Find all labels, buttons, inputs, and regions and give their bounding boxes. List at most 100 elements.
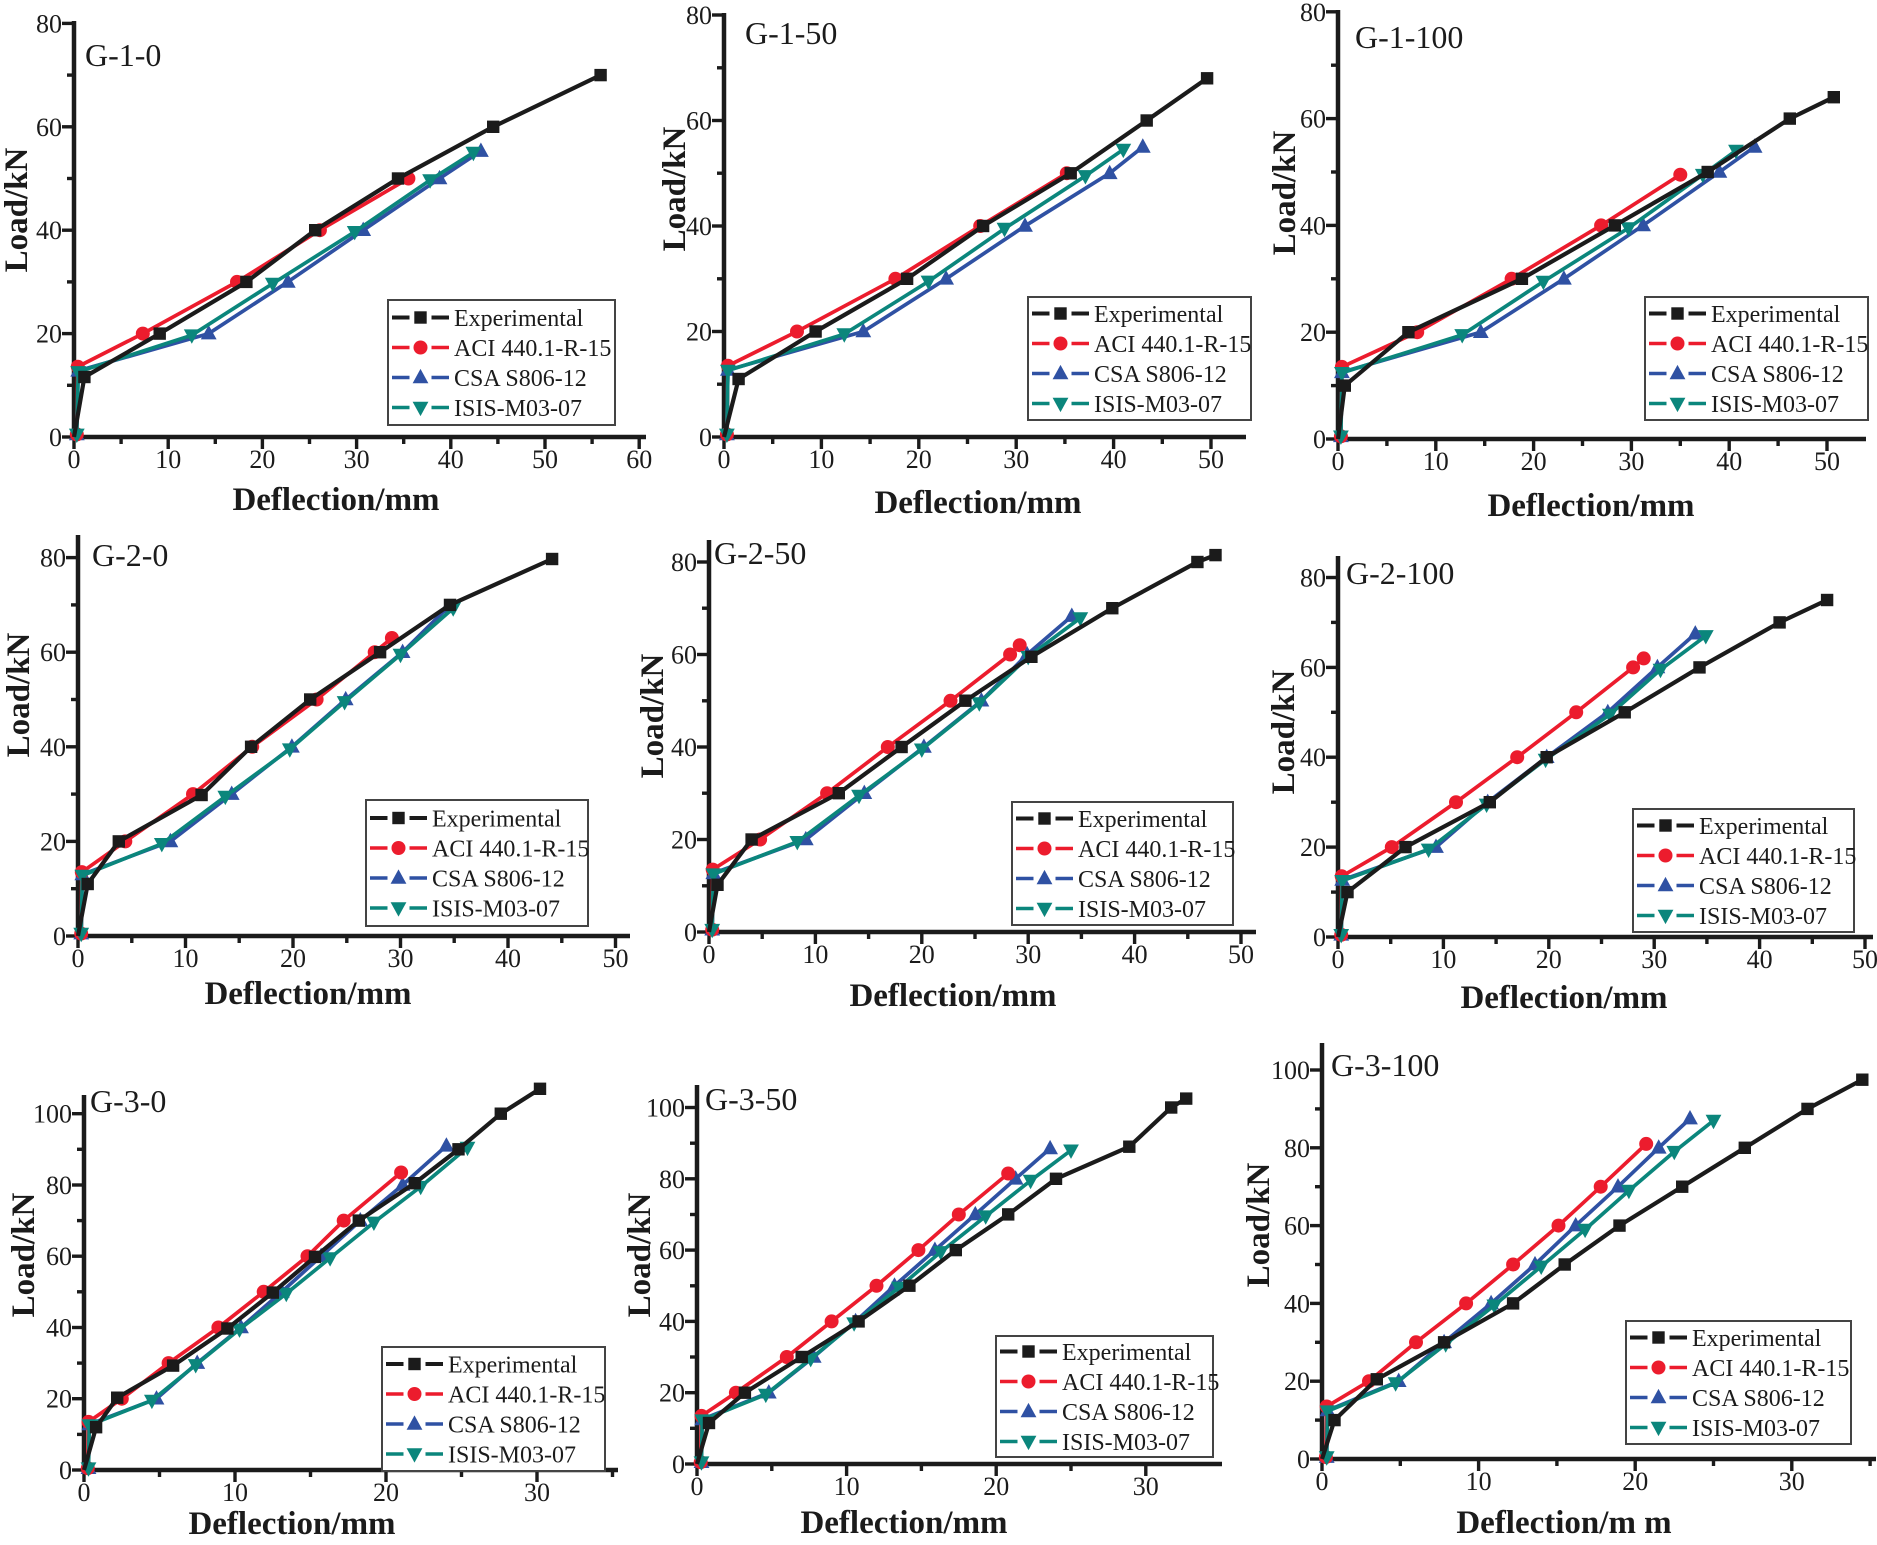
- svg-text:20: 20: [1536, 945, 1562, 974]
- svg-text:100: 100: [1271, 1056, 1310, 1085]
- svg-text:20: 20: [983, 1472, 1009, 1501]
- svg-text:ISIS-M03-07: ISIS-M03-07: [454, 396, 582, 422]
- svg-text:20: 20: [686, 318, 712, 347]
- svg-text:ISIS-M03-07: ISIS-M03-07: [1062, 1430, 1190, 1456]
- svg-text:60: 60: [46, 1242, 72, 1271]
- svg-text:60: 60: [659, 1236, 685, 1265]
- svg-text:ACI 440.1-R-15: ACI 440.1-R-15: [454, 336, 611, 362]
- svg-text:40: 40: [686, 212, 712, 241]
- svg-text:G-3-0: G-3-0: [90, 1083, 166, 1119]
- svg-text:G-1-0: G-1-0: [85, 37, 161, 73]
- svg-text:60: 60: [1300, 653, 1326, 682]
- svg-text:30: 30: [1133, 1472, 1159, 1501]
- svg-text:20: 20: [671, 826, 697, 855]
- svg-text:CSA S806-12: CSA S806-12: [1094, 362, 1227, 388]
- svg-text:Experimental: Experimental: [1692, 1326, 1822, 1352]
- svg-text:Load/kN: Load/kN: [1266, 669, 1302, 794]
- svg-text:20: 20: [1300, 833, 1326, 862]
- svg-text:30: 30: [1641, 945, 1667, 974]
- svg-text:50: 50: [1852, 945, 1877, 974]
- svg-text:ACI 440.1-R-15: ACI 440.1-R-15: [1699, 844, 1856, 870]
- svg-text:Deflection/mm: Deflection/mm: [800, 1505, 1007, 1540]
- svg-text:Load/kN: Load/kN: [0, 147, 35, 272]
- svg-text:CSA S806-12: CSA S806-12: [1062, 1400, 1195, 1426]
- svg-text:40: 40: [40, 733, 66, 762]
- svg-text:80: 80: [1300, 564, 1326, 593]
- svg-text:20: 20: [1521, 447, 1547, 476]
- svg-text:CSA S806-12: CSA S806-12: [1699, 874, 1832, 900]
- svg-text:Deflection/mm: Deflection/mm: [1487, 488, 1694, 524]
- svg-text:Load/kN: Load/kN: [1267, 130, 1303, 255]
- svg-text:ACI 440.1-R-15: ACI 440.1-R-15: [1711, 332, 1868, 358]
- svg-text:Experimental: Experimental: [1062, 1340, 1192, 1366]
- svg-text:80: 80: [40, 544, 66, 573]
- svg-text:G-1-100: G-1-100: [1355, 19, 1463, 55]
- svg-text:Deflection/mm: Deflection/mm: [1460, 980, 1667, 1016]
- svg-text:40: 40: [438, 445, 464, 474]
- svg-text:10: 10: [1430, 945, 1456, 974]
- svg-text:Experimental: Experimental: [432, 807, 562, 833]
- svg-text:40: 40: [36, 216, 62, 245]
- svg-text:CSA S806-12: CSA S806-12: [432, 867, 565, 893]
- svg-text:80: 80: [1284, 1134, 1310, 1163]
- svg-text:G-1-50: G-1-50: [745, 15, 837, 51]
- svg-text:50: 50: [532, 445, 558, 474]
- svg-text:50: 50: [1814, 447, 1840, 476]
- svg-text:ACI 440.1-R-15: ACI 440.1-R-15: [448, 1383, 605, 1409]
- svg-text:0: 0: [699, 423, 712, 452]
- svg-text:Experimental: Experimental: [1094, 302, 1224, 328]
- svg-text:CSA S806-12: CSA S806-12: [454, 366, 587, 392]
- svg-text:G-2-100: G-2-100: [1346, 555, 1454, 591]
- svg-text:G-2-50: G-2-50: [714, 535, 806, 571]
- svg-text:100: 100: [646, 1094, 685, 1123]
- svg-text:20: 20: [906, 445, 932, 474]
- svg-text:CSA S806-12: CSA S806-12: [448, 1413, 581, 1439]
- svg-text:30: 30: [388, 944, 414, 973]
- svg-text:0: 0: [72, 944, 85, 973]
- svg-text:0: 0: [703, 940, 716, 969]
- svg-text:G-3-100: G-3-100: [1331, 1047, 1439, 1083]
- svg-text:30: 30: [524, 1478, 550, 1507]
- svg-text:50: 50: [1198, 445, 1224, 474]
- svg-text:Load/kN: Load/kN: [6, 1192, 42, 1317]
- svg-text:ISIS-M03-07: ISIS-M03-07: [1078, 897, 1206, 923]
- svg-text:80: 80: [1300, 0, 1326, 27]
- svg-text:40: 40: [659, 1307, 685, 1336]
- svg-text:ACI 440.1-R-15: ACI 440.1-R-15: [1094, 332, 1251, 358]
- svg-text:CSA S806-12: CSA S806-12: [1692, 1386, 1825, 1412]
- svg-text:20: 20: [46, 1385, 72, 1414]
- svg-text:80: 80: [46, 1171, 72, 1200]
- svg-text:20: 20: [909, 940, 935, 969]
- svg-text:80: 80: [659, 1165, 685, 1194]
- svg-text:0: 0: [68, 445, 81, 474]
- svg-text:80: 80: [671, 548, 697, 577]
- svg-text:10: 10: [808, 445, 834, 474]
- svg-text:10: 10: [834, 1472, 860, 1501]
- svg-text:0: 0: [1316, 1467, 1329, 1496]
- svg-text:0: 0: [1297, 1445, 1310, 1474]
- svg-text:40: 40: [1747, 945, 1773, 974]
- svg-text:10: 10: [1466, 1467, 1492, 1496]
- svg-text:Load/kN: Load/kN: [622, 1192, 658, 1317]
- svg-text:0: 0: [672, 1450, 685, 1479]
- svg-text:30: 30: [1618, 447, 1644, 476]
- svg-text:Deflection/mm: Deflection/mm: [204, 976, 411, 1012]
- svg-text:30: 30: [1015, 940, 1041, 969]
- svg-text:0: 0: [53, 922, 66, 951]
- svg-text:ISIS-M03-07: ISIS-M03-07: [1711, 392, 1839, 418]
- svg-text:40: 40: [1716, 447, 1742, 476]
- svg-text:20: 20: [1284, 1367, 1310, 1396]
- svg-text:ACI 440.1-R-15: ACI 440.1-R-15: [1692, 1356, 1849, 1382]
- svg-text:G-2-0: G-2-0: [92, 537, 168, 573]
- svg-text:20: 20: [1622, 1467, 1648, 1496]
- svg-text:Experimental: Experimental: [454, 306, 584, 332]
- svg-text:Experimental: Experimental: [1711, 302, 1841, 328]
- svg-text:ACI 440.1-R-15: ACI 440.1-R-15: [432, 837, 589, 863]
- svg-text:0: 0: [684, 918, 697, 947]
- svg-text:ACI 440.1-R-15: ACI 440.1-R-15: [1062, 1370, 1219, 1396]
- svg-text:Experimental: Experimental: [448, 1353, 578, 1379]
- svg-text:80: 80: [36, 9, 62, 38]
- svg-text:Load/kN: Load/kN: [1, 632, 37, 757]
- svg-text:60: 60: [40, 638, 66, 667]
- svg-text:0: 0: [1313, 923, 1326, 952]
